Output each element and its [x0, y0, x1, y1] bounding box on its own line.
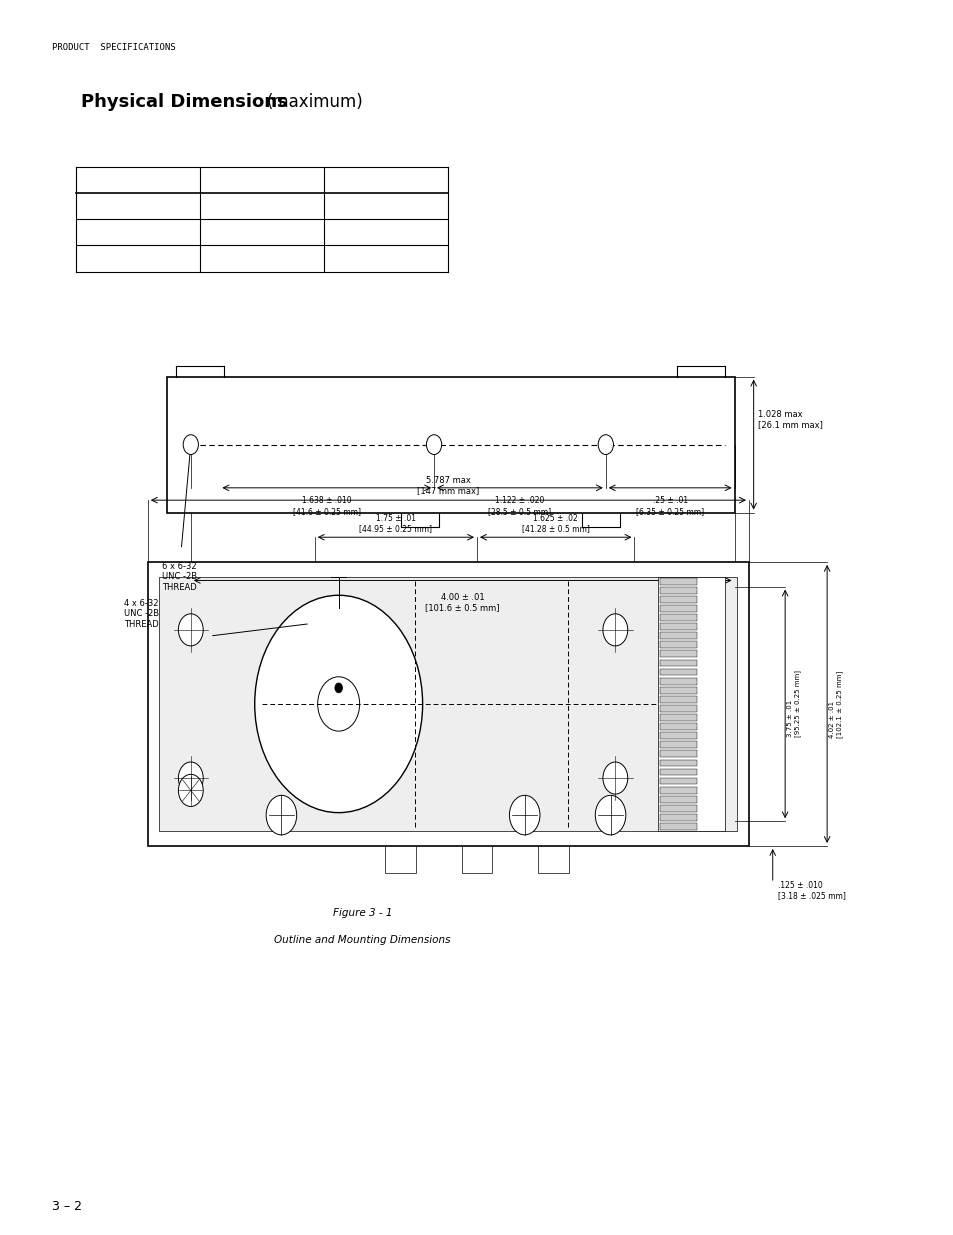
Circle shape [602, 762, 627, 794]
Bar [659, 614, 696, 621]
Bar [659, 787, 696, 794]
Text: 1.625 ± .02
[41.28 ± 0.5 mm]: 1.625 ± .02 [41.28 ± 0.5 mm] [521, 514, 589, 534]
Circle shape [317, 677, 359, 731]
Bar [659, 641, 696, 648]
Bar [167, 377, 734, 513]
Text: 4 x 6-32
UNC -2B
THREAD: 4 x 6-32 UNC -2B THREAD [124, 599, 159, 629]
Text: PRODUCT  SPECIFICATIONS: PRODUCT SPECIFICATIONS [52, 43, 176, 52]
Bar [659, 705, 696, 711]
Text: 5.787 max
[147 mm max]: 5.787 max [147 mm max] [416, 475, 479, 495]
Text: Figure 3 - 1: Figure 3 - 1 [333, 908, 392, 918]
Circle shape [254, 595, 422, 813]
Text: 1.75 ± .01
[44.95 ± 0.25 mm]: 1.75 ± .01 [44.95 ± 0.25 mm] [359, 514, 432, 534]
Text: 3 – 2: 3 – 2 [52, 1199, 82, 1213]
Bar [537, 846, 568, 873]
Bar [659, 632, 696, 640]
Text: .125 ± .010
[3.18 ± .025 mm]: .125 ± .010 [3.18 ± .025 mm] [777, 881, 844, 900]
Circle shape [178, 614, 203, 646]
Bar [659, 578, 696, 584]
Bar [659, 624, 696, 630]
Circle shape [602, 614, 627, 646]
Text: 1.638 ± .010
[41.6 ± 0.25 mm]: 1.638 ± .010 [41.6 ± 0.25 mm] [293, 496, 360, 516]
Bar [659, 760, 696, 766]
Bar [659, 687, 696, 694]
Circle shape [178, 762, 203, 794]
Text: 6 x 6-32
UNC -2B
THREAD: 6 x 6-32 UNC -2B THREAD [162, 562, 197, 592]
Bar [659, 714, 696, 721]
Circle shape [595, 795, 625, 835]
Circle shape [426, 435, 441, 454]
Circle shape [178, 774, 203, 806]
Bar [659, 751, 696, 757]
Text: .25 ± .01
[6.35 ± 0.25 mm]: .25 ± .01 [6.35 ± 0.25 mm] [636, 496, 703, 516]
Circle shape [509, 795, 539, 835]
Bar [659, 741, 696, 748]
Bar [461, 846, 492, 873]
Bar [659, 778, 696, 784]
Text: 1.028 max
[26.1 mm max]: 1.028 max [26.1 mm max] [758, 410, 822, 430]
Bar [659, 823, 696, 830]
Bar [659, 597, 696, 603]
Bar [659, 659, 696, 667]
Circle shape [183, 435, 198, 454]
Text: 1.122 ± .020
[28.5 ± 0.5 mm]: 1.122 ± .020 [28.5 ± 0.5 mm] [488, 496, 551, 516]
Bar [658, 577, 724, 831]
Bar [659, 795, 696, 803]
Text: 4.00 ± .01
[101.6 ± 0.5 mm]: 4.00 ± .01 [101.6 ± 0.5 mm] [425, 593, 499, 613]
Bar [659, 805, 696, 811]
Bar [385, 846, 416, 873]
Text: 3.75 ± .01
[95.25 ± 0.25 mm]: 3.75 ± .01 [95.25 ± 0.25 mm] [786, 671, 800, 737]
Bar [659, 605, 696, 611]
Circle shape [335, 683, 342, 693]
Circle shape [598, 435, 613, 454]
Text: 4.02 ± .01
[102.1 ± 0.25 mm]: 4.02 ± .01 [102.1 ± 0.25 mm] [828, 671, 841, 737]
Bar [659, 587, 696, 594]
Bar [659, 695, 696, 703]
Bar [659, 768, 696, 776]
Bar [659, 732, 696, 739]
Bar [659, 651, 696, 657]
Bar [659, 814, 696, 821]
Bar [659, 724, 696, 730]
Text: (maximum): (maximum) [267, 93, 363, 111]
Bar [148, 562, 748, 846]
Bar [659, 668, 696, 676]
Circle shape [266, 795, 296, 835]
Text: Outline and Mounting Dimensions: Outline and Mounting Dimensions [274, 935, 451, 945]
Bar [159, 577, 737, 831]
Text: Physical Dimensions: Physical Dimensions [81, 93, 288, 111]
Bar [659, 678, 696, 684]
